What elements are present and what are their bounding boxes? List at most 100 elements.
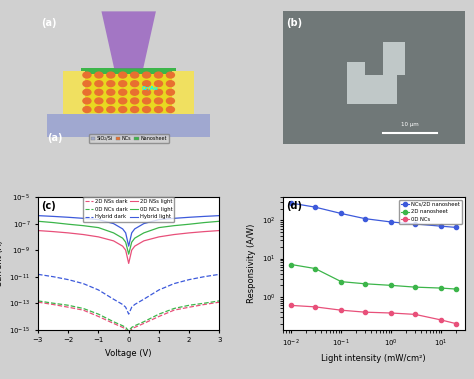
Hybrid light	[50, 214, 56, 219]
Hybrid light	[81, 216, 86, 221]
Text: (d): (d)	[287, 201, 302, 211]
Legend: SiO₂/Si, NCs, Nanosheet: SiO₂/Si, NCs, Nanosheet	[89, 134, 169, 143]
0D NCs light	[126, 252, 131, 257]
NCs/2D nanosheet	[388, 220, 394, 224]
Line: 2D NSs dark: 2D NSs dark	[38, 302, 219, 341]
Circle shape	[107, 81, 115, 86]
Circle shape	[83, 98, 91, 104]
Circle shape	[131, 89, 138, 95]
Hybrid dark	[50, 274, 56, 279]
Circle shape	[166, 81, 174, 86]
Legend: 2D NSs dark, 0D NCs dark, Hybrid dark, 2D NSs light, 0D NCs light, Hybrid light: 2D NSs dark, 0D NCs dark, Hybrid dark, 2…	[83, 197, 174, 222]
0D NCs light	[201, 220, 207, 225]
FancyBboxPatch shape	[346, 75, 397, 104]
0D NCs light	[217, 219, 222, 224]
Y-axis label: Responsivity (A/W): Responsivity (A/W)	[247, 224, 256, 303]
Text: (a): (a)	[42, 18, 57, 28]
Hybrid dark	[35, 272, 41, 277]
0D NCs dark	[186, 303, 192, 307]
0D NCs dark	[201, 301, 207, 305]
0D NCs light	[111, 230, 117, 235]
2D NSs light	[171, 232, 177, 237]
2D NSs light	[186, 230, 192, 235]
Legend: NCs/2D nanosheet, 2D nanosheet, 0D NCs: NCs/2D nanosheet, 2D nanosheet, 0D NCs	[399, 200, 462, 224]
2D NSs dark	[186, 305, 192, 310]
Circle shape	[95, 81, 103, 86]
Circle shape	[118, 72, 127, 78]
0D NCs light	[129, 240, 135, 244]
2D NSs dark	[126, 338, 131, 343]
2D NSs dark	[123, 326, 128, 331]
Hybrid light	[171, 216, 177, 221]
Circle shape	[107, 106, 115, 113]
Circle shape	[143, 72, 151, 78]
0D NCs dark	[129, 325, 135, 330]
0D NCs light	[35, 219, 41, 224]
2D nanosheet	[412, 285, 418, 290]
Circle shape	[95, 98, 103, 104]
Text: (b): (b)	[287, 18, 303, 28]
FancyBboxPatch shape	[346, 62, 365, 75]
0D NCs dark	[156, 312, 162, 316]
Circle shape	[166, 72, 174, 78]
Circle shape	[95, 72, 103, 78]
0D NCs light	[120, 236, 126, 240]
NCs/2D nanosheet	[312, 205, 318, 210]
0D NCs light	[123, 240, 128, 244]
Hybrid dark	[126, 312, 131, 316]
2D nanosheet	[338, 279, 344, 284]
Circle shape	[143, 106, 151, 113]
2D NSs dark	[96, 314, 101, 319]
Circle shape	[166, 89, 174, 95]
2D nanosheet	[388, 283, 394, 288]
Polygon shape	[101, 11, 156, 68]
X-axis label: Voltage (V): Voltage (V)	[105, 349, 152, 358]
Hybrid light	[156, 217, 162, 222]
Hybrid dark	[111, 297, 117, 301]
2D NSs light	[111, 239, 117, 243]
Hybrid dark	[171, 281, 177, 286]
NCs/2D nanosheet	[362, 216, 368, 221]
2D NSs light	[217, 228, 222, 233]
Hybrid dark	[96, 288, 101, 292]
Circle shape	[131, 98, 138, 104]
Text: (c): (c)	[42, 201, 56, 211]
FancyBboxPatch shape	[383, 42, 405, 75]
Y-axis label: Current (A): Current (A)	[0, 240, 4, 287]
Hybrid dark	[156, 288, 162, 292]
Line: 2D NSs light: 2D NSs light	[38, 230, 219, 263]
2D NSs dark	[132, 325, 137, 330]
Circle shape	[83, 81, 91, 86]
2D NSs light	[81, 232, 86, 237]
Hybrid light	[126, 244, 131, 248]
2D NSs dark	[120, 325, 126, 330]
2D NSs light	[156, 235, 162, 239]
Hybrid light	[123, 230, 128, 235]
0D NCs	[288, 303, 294, 308]
Hybrid light	[111, 221, 117, 226]
2D NSs light	[96, 235, 101, 239]
Hybrid light	[129, 230, 135, 235]
Line: NCs/2D nanosheet: NCs/2D nanosheet	[289, 201, 458, 230]
Hybrid dark	[65, 277, 71, 282]
Hybrid light	[96, 217, 101, 222]
FancyBboxPatch shape	[64, 71, 85, 114]
2D NSs dark	[141, 321, 146, 326]
Line: Hybrid light: Hybrid light	[38, 216, 219, 246]
Circle shape	[95, 106, 103, 113]
Hybrid dark	[186, 277, 192, 282]
Hybrid light	[35, 213, 41, 218]
0D NCs	[362, 310, 368, 315]
Hybrid dark	[217, 272, 222, 277]
Circle shape	[155, 106, 163, 113]
0D NCs dark	[81, 306, 86, 311]
Circle shape	[143, 98, 151, 104]
Circle shape	[155, 89, 163, 95]
0D NCs light	[156, 226, 162, 230]
0D NCs light	[141, 230, 146, 235]
2D NSs dark	[217, 300, 222, 304]
Circle shape	[155, 98, 163, 104]
Hybrid dark	[132, 302, 137, 307]
Circle shape	[131, 106, 138, 113]
2D NSs light	[50, 229, 56, 234]
